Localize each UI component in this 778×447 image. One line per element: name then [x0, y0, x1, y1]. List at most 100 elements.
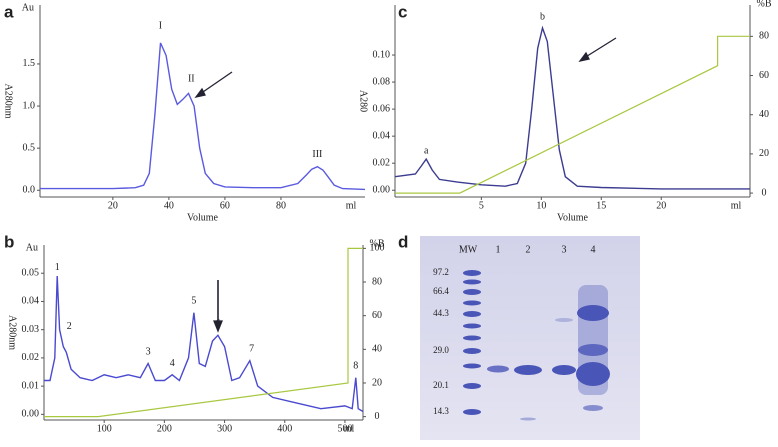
- bands: [463, 270, 610, 421]
- x-axis-label: Volume: [557, 212, 588, 223]
- y-tick-label: 1.0: [23, 100, 36, 111]
- y-unit-label: Au: [22, 2, 34, 13]
- y-axis-label: A280: [358, 90, 369, 112]
- x-tick-label: 100: [97, 423, 112, 434]
- y-tick-label: 0.01: [22, 380, 40, 391]
- marker-label: 44.3: [433, 308, 449, 318]
- y-tick-label: 0.00: [373, 185, 391, 196]
- peak-label: 7: [249, 344, 254, 355]
- band: [463, 383, 481, 389]
- y-tick-label: 0.04: [373, 130, 391, 141]
- y2-tick-label: 60: [372, 310, 382, 321]
- lane-label: MW: [459, 244, 478, 255]
- trace-line: [40, 42, 366, 191]
- y-tick-label: 0.08: [373, 76, 391, 87]
- y-tick-label: 0.02: [373, 157, 391, 168]
- arrows: [194, 37, 617, 333]
- band: [463, 311, 481, 317]
- y-tick-label: 0.03: [22, 324, 40, 335]
- band: [463, 335, 481, 341]
- y2-tick-label: 80: [759, 31, 769, 42]
- panel-label: b: [4, 232, 14, 251]
- x-tick-label: 500: [337, 423, 352, 434]
- x-tick-label: 60: [220, 200, 230, 211]
- y2-axis-label: %B: [757, 0, 772, 9]
- x-tick-label: 10: [536, 200, 546, 211]
- marker-label: 97.2: [433, 267, 449, 277]
- y2-tick-label: 20: [759, 148, 769, 159]
- y2-tick-label: 40: [372, 344, 382, 355]
- peak-label: III: [312, 149, 322, 160]
- peak-label: 3: [146, 347, 151, 358]
- y-tick-label: 1.5: [23, 58, 36, 69]
- band: [520, 417, 536, 421]
- x-tick-label: 5: [479, 200, 484, 211]
- x-tick-label: 200: [157, 423, 172, 434]
- band: [463, 289, 481, 295]
- y-tick-label: 0.0: [23, 185, 36, 196]
- peak-label: 2: [67, 321, 72, 332]
- y-tick-label: 0.00: [22, 409, 40, 420]
- trace-line: [394, 25, 750, 190]
- y-tick-label: 0.5: [23, 142, 36, 153]
- y-tick-label: 0.05: [22, 268, 40, 279]
- marker-label: 29.0: [433, 345, 449, 355]
- gel-image: [420, 236, 640, 440]
- band: [463, 270, 481, 276]
- marker-label: 66.4: [433, 286, 449, 296]
- arrow: [199, 71, 233, 95]
- panel-label: c: [398, 2, 407, 21]
- lane-label: 3: [562, 244, 567, 255]
- band: [463, 300, 481, 306]
- band: [514, 365, 542, 375]
- band: [578, 344, 608, 356]
- marker-label: 20.1: [433, 380, 449, 390]
- x-axis-label: Volume: [187, 212, 218, 223]
- x-tick-label: 400: [277, 423, 292, 434]
- x-tick-label: 40: [164, 200, 174, 211]
- peak-label: 4: [170, 358, 175, 369]
- x-tick-label: 20: [656, 200, 666, 211]
- peak-label: 1: [55, 262, 60, 273]
- gradient-line: [395, 35, 750, 194]
- lane-label: 1: [496, 244, 501, 255]
- band: [463, 409, 481, 415]
- marker-label: 14.3: [433, 406, 449, 416]
- y2-axis-label: %B: [370, 238, 385, 249]
- y2-tick-label: 0: [375, 411, 380, 422]
- y-tick-label: 0.04: [22, 296, 40, 307]
- y2-tick-label: 40: [759, 109, 769, 120]
- x-unit-label: ml: [346, 200, 357, 211]
- band: [577, 305, 609, 321]
- band: [487, 365, 509, 373]
- peak-label: b: [540, 11, 545, 22]
- peak-label: II: [188, 73, 195, 84]
- gradient-line: [44, 247, 363, 418]
- panel-label: a: [4, 2, 14, 21]
- arrow: [583, 37, 617, 59]
- x-tick-label: 300: [217, 423, 232, 434]
- lane-label: 2: [526, 244, 531, 255]
- gel: d MW 1 2 3 4 9: [398, 232, 640, 440]
- peak-label: I: [159, 20, 162, 31]
- band: [555, 318, 573, 322]
- y-axis-label: A280nm: [3, 84, 14, 119]
- peak-label: 8: [353, 361, 358, 372]
- x-tick-label: 15: [596, 200, 606, 211]
- trace-line: [44, 275, 364, 413]
- x-unit-label: ml: [731, 200, 742, 211]
- y2-tick-label: 20: [372, 377, 382, 388]
- x-tick-label: 20: [108, 200, 118, 211]
- y-tick-label: 0.10: [373, 49, 391, 60]
- band: [463, 348, 481, 354]
- band: [583, 405, 603, 411]
- y-axis-label: A280nm: [7, 315, 18, 350]
- y2-tick-label: 80: [372, 276, 382, 287]
- x-unit-label: ml: [344, 423, 355, 434]
- peak-label: 6: [215, 318, 220, 329]
- peak-label: 5: [191, 296, 196, 307]
- panel-label: d: [398, 232, 408, 251]
- y2-tick-label: 100: [370, 243, 385, 254]
- x-tick-label: 80: [276, 200, 286, 211]
